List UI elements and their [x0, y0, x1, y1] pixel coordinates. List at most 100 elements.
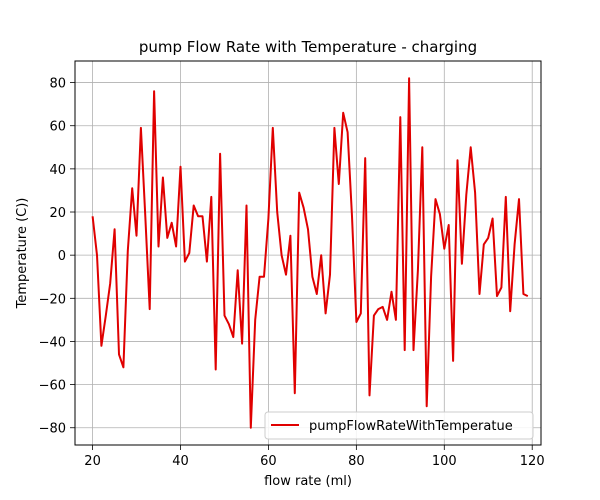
data-point — [430, 276, 432, 278]
data-point — [188, 252, 190, 254]
data-point — [474, 192, 476, 194]
x-tick-label: 40 — [172, 454, 189, 469]
data-point — [144, 215, 146, 217]
y-tick-label: −20 — [39, 292, 66, 307]
x-axis-ticks: 20 40 60 80 100 120 — [84, 445, 545, 469]
y-axis-ticks: −80 −60 −40 −20 0 20 40 60 80 — [39, 77, 75, 437]
data-point — [413, 349, 415, 351]
data-point — [246, 205, 248, 207]
legend-box — [264, 411, 534, 440]
data-point — [487, 237, 489, 239]
y-tick-label: 40 — [49, 163, 66, 178]
data-point — [465, 194, 467, 196]
data-point — [373, 315, 375, 317]
data-point — [320, 254, 322, 256]
data-point — [276, 211, 278, 213]
x-tick-label: 80 — [348, 454, 365, 469]
data-point — [479, 293, 481, 295]
data-point — [241, 343, 243, 345]
data-point — [360, 312, 362, 314]
data-point — [224, 315, 226, 317]
y-tick-label: 60 — [49, 120, 66, 135]
data-point — [228, 323, 230, 325]
data-point — [382, 306, 384, 308]
data-point — [136, 235, 138, 237]
data-point — [166, 237, 168, 239]
data-point — [461, 263, 463, 265]
series-layer — [91, 77, 529, 429]
data-point — [333, 127, 335, 129]
data-point — [408, 77, 410, 79]
x-axis-label: flow rate (ml) — [264, 474, 352, 489]
x-tick-label: 120 — [520, 454, 545, 469]
data-point — [127, 250, 129, 252]
data-point — [364, 157, 366, 159]
data-point — [263, 276, 265, 278]
data-point — [158, 246, 160, 248]
data-point — [404, 349, 406, 351]
data-point — [386, 319, 388, 321]
data-point — [210, 196, 212, 198]
data-point — [439, 213, 441, 215]
data-point — [470, 146, 472, 148]
data-point — [391, 291, 393, 293]
data-point — [500, 287, 502, 289]
data-point — [351, 215, 353, 217]
data-point — [311, 276, 313, 278]
data-point — [522, 293, 524, 295]
data-point — [281, 254, 283, 256]
data-point — [417, 269, 419, 271]
data-point — [219, 153, 221, 155]
data-point — [347, 131, 349, 133]
data-point — [289, 235, 291, 237]
data-point — [105, 315, 107, 317]
data-point — [171, 222, 173, 224]
data-point — [215, 369, 217, 371]
chart-title: pump Flow Rate with Temperature - chargi… — [139, 38, 477, 56]
legend: pumpFlowRateWithTemperatue — [264, 411, 534, 440]
data-point — [232, 336, 234, 338]
data-point — [294, 392, 296, 394]
data-point — [514, 243, 516, 245]
data-point — [395, 319, 397, 321]
y-tick-label: −60 — [39, 379, 66, 394]
data-point — [259, 276, 261, 278]
data-point — [180, 166, 182, 168]
data-point — [492, 218, 494, 220]
data-point — [329, 274, 331, 276]
data-point — [435, 198, 437, 200]
data-point — [303, 207, 305, 209]
legend-label: pumpFlowRateWithTemperatue — [309, 419, 513, 434]
y-tick-label: −40 — [39, 335, 66, 350]
data-point — [298, 192, 300, 194]
data-point — [118, 353, 120, 355]
data-point — [184, 261, 186, 263]
data-point — [496, 295, 498, 297]
data-point — [131, 187, 133, 189]
data-point — [96, 254, 98, 256]
data-point — [509, 310, 511, 312]
data-point — [527, 295, 529, 297]
data-point — [206, 261, 208, 263]
y-tick-label: 0 — [58, 249, 66, 264]
data-point — [342, 112, 344, 114]
data-point — [518, 198, 520, 200]
data-point — [483, 243, 485, 245]
x-tick-label: 20 — [84, 454, 101, 469]
y-tick-label: −80 — [39, 422, 66, 437]
data-point — [149, 308, 151, 310]
data-point — [175, 246, 177, 248]
data-point — [140, 127, 142, 129]
data-point — [250, 427, 252, 429]
data-point — [325, 312, 327, 314]
data-point — [457, 159, 459, 161]
data-point — [267, 218, 269, 220]
data-point — [452, 360, 454, 362]
data-point — [202, 215, 204, 217]
data-point — [162, 177, 164, 179]
x-tick-label: 60 — [260, 454, 277, 469]
data-point — [100, 345, 102, 347]
data-point — [316, 293, 318, 295]
data-point — [338, 183, 340, 185]
